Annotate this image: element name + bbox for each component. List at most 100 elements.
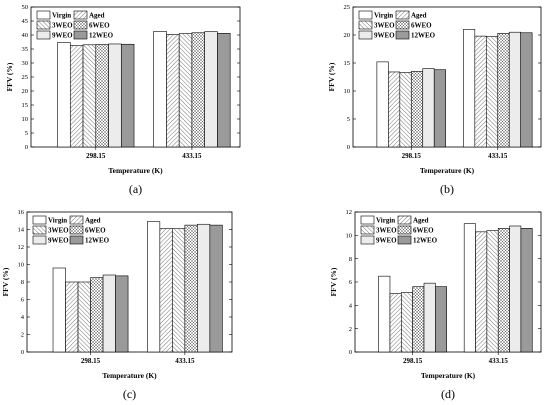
legend-swatch-aged — [397, 215, 412, 225]
bar-9weo-433.15 — [204, 31, 218, 148]
y-tick-label: 0 — [347, 144, 350, 151]
bar-12weo-433.15 — [520, 32, 533, 148]
x-axis-label: Temperature (K) — [420, 166, 475, 175]
legend-label-3weo: 3WEO — [52, 22, 73, 30]
bar-6weo-433.15 — [497, 228, 510, 353]
legend-label-aged: Aged — [85, 217, 101, 225]
bar-virgin-433.15 — [463, 29, 476, 148]
legend-swatch-virgin — [360, 215, 375, 225]
subfigure-label: (b) — [440, 182, 454, 196]
bar-12weo-298.15 — [115, 275, 129, 353]
legend-label-3weo: 3WEO — [374, 22, 395, 30]
bar-9weo-298.15 — [108, 43, 122, 148]
legend-swatch-6weo — [395, 20, 410, 30]
y-tick-label: 15 — [344, 60, 351, 67]
x-tick-label: 433.15 — [488, 152, 508, 160]
legend-label-6weo: 6WEO — [411, 22, 432, 30]
bar-aged-433.15 — [475, 231, 488, 353]
legend-label-12weo: 12WEO — [413, 237, 438, 245]
x-tick-label: 298.15 — [81, 357, 101, 365]
y-tick-label: 4 — [349, 303, 353, 310]
bar-aged-298.15 — [388, 71, 401, 148]
legend-swatch-12weo — [73, 30, 88, 40]
legend-label-12weo: 12WEO — [411, 32, 436, 40]
legend-swatch-9weo — [360, 235, 375, 245]
plot-frame — [352, 6, 542, 148]
bar-aged-433.15 — [159, 228, 173, 353]
bar-3weo-433.15 — [172, 228, 186, 353]
x-axis-label: Temperature (K) — [102, 371, 157, 380]
legend-swatch-12weo — [395, 30, 410, 40]
legend-label-aged: Aged — [413, 217, 429, 225]
bar-3weo-298.15 — [399, 72, 412, 148]
x-tick-label: 298.15 — [86, 152, 106, 160]
legend-swatch-9weo — [36, 30, 51, 40]
legend-label-6weo: 6WEO — [89, 22, 110, 30]
y-tick-label: 10 — [344, 88, 351, 95]
y-axis-label: FFV (%) — [5, 62, 14, 91]
x-tick-label: 433.15 — [489, 357, 509, 365]
legend-swatch-virgin — [32, 215, 47, 225]
y-tick-label: 0 — [25, 144, 28, 151]
y-tick-label: 4 — [21, 314, 25, 321]
bar-virgin-433.15 — [463, 223, 476, 353]
legend-label-aged: Aged — [411, 12, 427, 20]
legend-swatch-aged — [73, 10, 88, 20]
bar-6weo-298.15 — [90, 277, 104, 353]
legend-swatch-6weo — [73, 20, 88, 30]
chart-panel-d: 0 2 4 6 8 10 12 FFV (%) 298.15 433.15 Temperature … — [329, 209, 542, 401]
bar-12weo-298.15 — [433, 69, 446, 148]
y-tick-label: 50 — [22, 4, 29, 11]
y-tick-label: 2 — [349, 326, 352, 333]
bar-6weo-298.15 — [410, 71, 424, 148]
x-tick-label: 298.15 — [402, 152, 422, 160]
legend-swatch-aged — [69, 215, 84, 225]
legend-label-3weo: 3WEO — [376, 227, 397, 235]
legend-swatch-9weo — [358, 30, 373, 40]
subfigure-label: (d) — [441, 387, 455, 401]
y-tick-label: 25 — [22, 74, 29, 81]
x-tick-label: 298.15 — [403, 357, 423, 365]
y-tick-label: 8 — [349, 256, 352, 263]
bar-6weo-433.15 — [191, 32, 205, 148]
chart-panel-a: 0 5 10 15 20 25 30 35 40 45 50 FFV (%) 298.15 433.15 T… — [5, 4, 241, 196]
bar-12weo-433.15 — [520, 228, 533, 353]
y-tick-label: 5 — [25, 130, 28, 137]
y-tick-label: 0 — [349, 349, 352, 356]
y-tick-label: 20 — [344, 32, 351, 39]
y-tick-label: 6 — [349, 279, 353, 286]
legend-label-virgin: Virgin — [376, 217, 395, 225]
legend-swatch-9weo — [32, 235, 47, 245]
bar-3weo-433.15 — [486, 230, 499, 353]
bar-9weo-433.15 — [508, 31, 521, 148]
y-tick-label: 15 — [22, 102, 29, 109]
subfigure-label: (a) — [129, 182, 142, 196]
bar-aged-433.15 — [474, 35, 487, 148]
y-tick-label: 2 — [21, 332, 24, 339]
bar-6weo-433.15 — [497, 33, 510, 148]
bar-9weo-433.15 — [509, 225, 522, 353]
legend-swatch-3weo — [32, 225, 47, 235]
legend-swatch-3weo — [36, 20, 51, 30]
bar-virgin-298.15 — [376, 61, 389, 148]
bar-12weo-298.15 — [435, 286, 447, 353]
y-tick-label: 25 — [344, 4, 351, 11]
bar-9weo-298.15 — [422, 68, 435, 148]
legend-label-9weo: 9WEO — [376, 237, 397, 245]
y-tick-label: 45 — [22, 18, 29, 25]
bar-9weo-433.15 — [197, 223, 211, 353]
legend-label-virgin: Virgin — [374, 12, 393, 20]
subfigure-label: (c) — [123, 387, 136, 401]
bar-virgin-298.15 — [57, 42, 71, 148]
legend-swatch-12weo — [397, 235, 412, 245]
y-tick-label: 10 — [346, 233, 353, 240]
y-tick-label: 0 — [21, 349, 24, 356]
bar-12weo-433.15 — [217, 33, 231, 148]
bar-12weo-298.15 — [120, 43, 135, 148]
legend-label-virgin: Virgin — [52, 12, 71, 20]
y-tick-label: 40 — [22, 32, 29, 39]
y-tick-label: 10 — [22, 116, 29, 123]
legend-label-12weo: 12WEO — [89, 32, 114, 40]
y-tick-label: 14 — [18, 227, 25, 234]
legend-label-9weo: 9WEO — [52, 32, 73, 40]
